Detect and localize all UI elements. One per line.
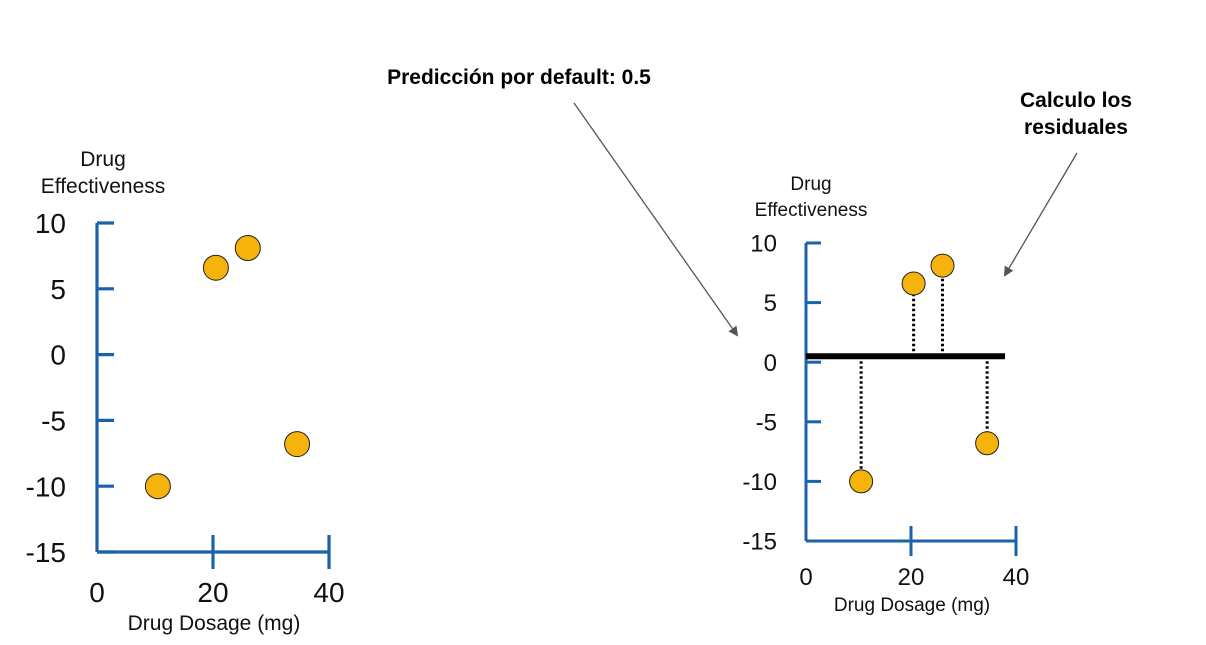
residuals-annotation-line2: residuales [1024,116,1128,139]
x-tick-label: 40 [313,577,344,608]
data-point [901,271,926,296]
scatter-chart-original: Drug Effectiveness Drug Dosage (mg) 10 5 0… [26,148,345,635]
x-tick-label: 0 [799,564,812,591]
x-axis-title: Drug Dosage (mg) [834,595,990,616]
y-tick-label: -15 [26,537,66,568]
y-tick-label: -10 [26,471,66,502]
y-tick-label: -10 [742,469,777,496]
y-tick-label: -5 [756,409,777,436]
x-tick-label: 40 [1003,564,1030,591]
y-tick-label: 5 [50,274,66,305]
y-tick-label: 0 [764,350,777,377]
x-tick-label: 20 [197,577,228,608]
y-tick-label: 10 [35,208,66,239]
x-axis-title: Drug Dosage (mg) [128,612,301,635]
residuals-annotation-line1: Calculo los [1020,89,1132,112]
y-axis-title-line2: Effectiveness [755,200,868,221]
annotations: Predicción por default: 0.5 Calculo los … [387,66,1132,337]
data-point [849,469,874,494]
data-point [284,431,311,458]
data-point [202,254,229,281]
y-tick-label: 0 [50,340,66,371]
data-point [975,431,1000,456]
y-axis-title-line1: Drug [80,148,126,171]
data-point [144,473,171,500]
data-point [234,235,261,262]
y-tick-label: 10 [750,231,777,258]
y-tick-label: -5 [41,405,66,436]
x-tick-label: 20 [898,564,925,591]
y-axis-title-line1: Drug [790,174,831,195]
y-tick-label: 5 [764,290,777,317]
data-point [930,253,955,278]
y-axis-title-line2: Effectiveness [41,175,166,198]
default-prediction-annotation: Predicción por default: 0.5 [387,66,651,89]
scatter-chart-residuals: Drug Effectiveness Drug Dosage (mg) 10 5 0… [742,174,1029,616]
x-tick-label: 0 [89,577,105,608]
y-tick-label: -15 [742,529,777,556]
default-prediction-arrow [573,102,739,337]
residuals-arrow [1003,152,1078,277]
